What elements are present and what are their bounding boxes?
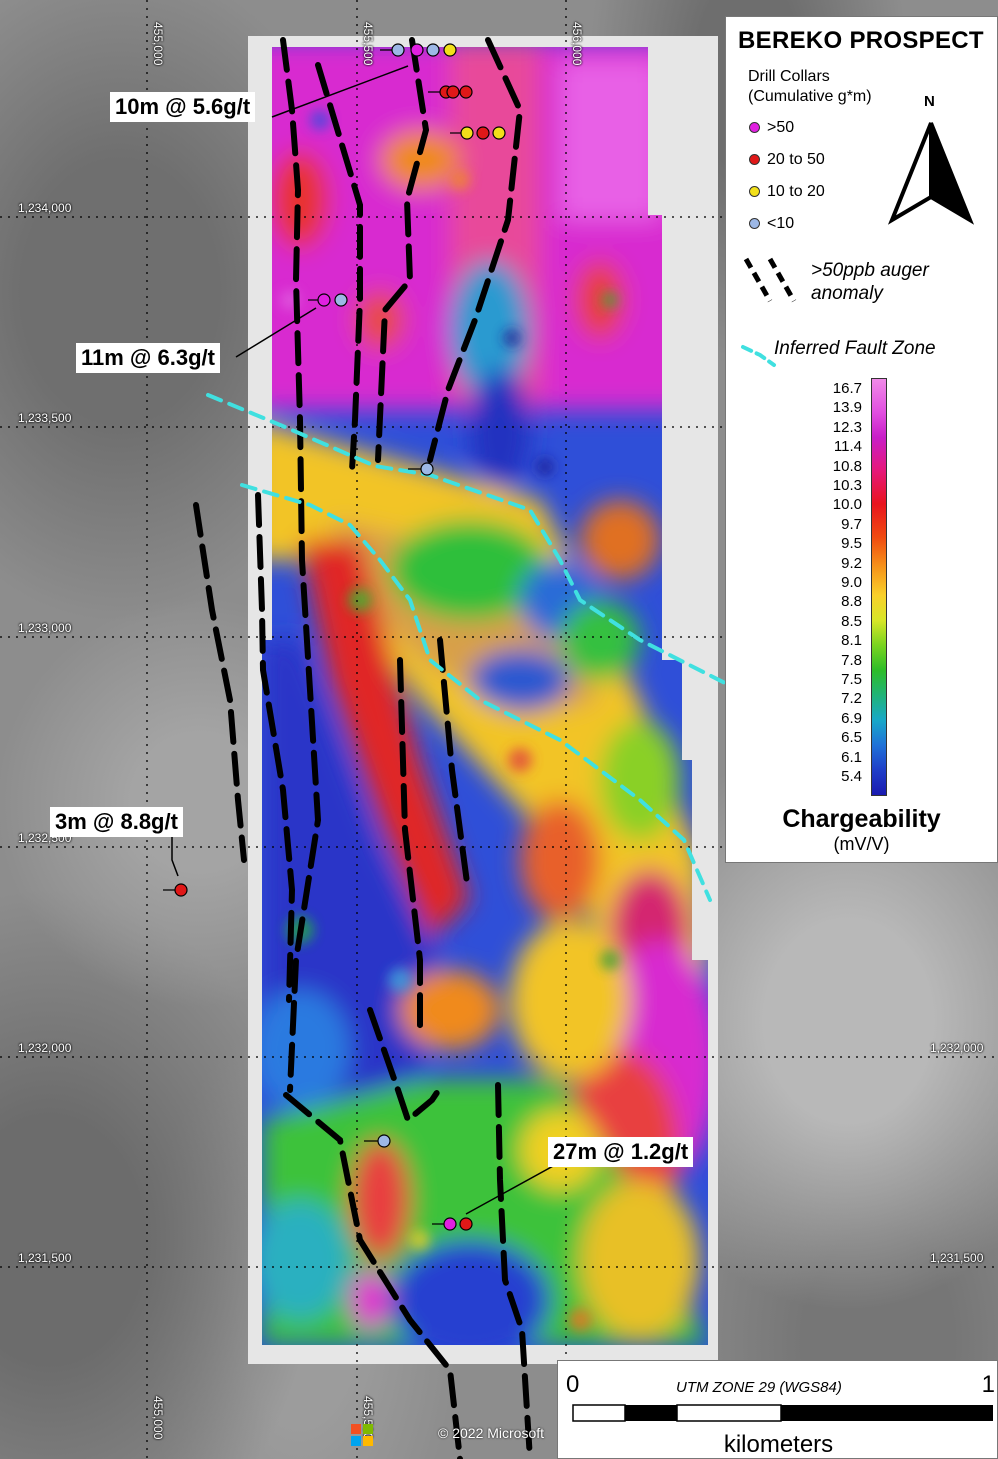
easting-label: 456,000	[570, 22, 584, 66]
collar-class-swatch	[749, 154, 760, 165]
northing-label: 1,233,000	[18, 621, 72, 635]
colorbar-tick-label: 9.7	[841, 515, 862, 533]
fault-zone-label: Inferred Fault Zone	[774, 338, 936, 359]
scale-end-label: 1	[981, 1371, 995, 1398]
scale-start-label: 0	[566, 1371, 580, 1398]
auger-anomaly-label: anomaly	[811, 283, 883, 304]
colorbar-tick-label: 16.7	[832, 380, 862, 397]
microsoft-logo-icon	[351, 1424, 373, 1446]
collars-subtitle: (Cumulative g*m)	[748, 88, 872, 105]
colorbar-tick-label: 6.9	[841, 709, 862, 727]
easting-label: 455,000	[151, 1396, 165, 1440]
northing-label: 1,231,500	[18, 1251, 72, 1265]
north-arrow-icon	[887, 122, 975, 225]
colorbar-tick-label: 9.0	[841, 574, 862, 591]
collars-title: Drill Collars	[748, 68, 830, 85]
drill-collars	[163, 43, 506, 1231]
collar-class-label: 20 to 50	[767, 151, 825, 168]
callout-leaders	[171, 65, 556, 1215]
collar-class-swatch	[749, 122, 760, 133]
fault-zone-swatch	[741, 345, 776, 367]
collar-class-swatch	[749, 186, 760, 197]
colorbar-tick-label: 10.8	[832, 457, 862, 475]
chargeability-unit: (mV/V)	[833, 834, 890, 854]
auger-anomaly-label: >50ppb auger	[811, 260, 929, 281]
colorbar-tick-label: 5.4	[841, 768, 862, 785]
chargeability-title: Chargeability	[782, 805, 941, 833]
northing-label: 1,231,500	[930, 1251, 984, 1265]
colorbar-tick-label: 12.3	[832, 418, 862, 436]
inferred-fault-zone	[206, 393, 727, 902]
colorbar-tick-label: 7.5	[841, 671, 862, 688]
intercept-callout: 10m @ 5.6g/t	[110, 92, 256, 122]
colorbar-tick-label: 6.5	[841, 729, 862, 747]
collar-class-label: <10	[767, 215, 795, 232]
colorbar-tick-label: 6.1	[841, 748, 862, 766]
colorbar-tick-label: 9.2	[841, 554, 862, 572]
auger-anomaly-lines	[193, 37, 533, 1459]
projection-label: UTM ZONE 29 (WGS84)	[676, 1379, 842, 1396]
northing-label: 1,232,000	[18, 1041, 72, 1055]
colorbar-tick-label: 9.5	[841, 535, 862, 553]
easting-label: 455,000	[151, 22, 165, 66]
colorbar-tick-label: 8.5	[841, 612, 862, 630]
legend: BEREKO PROSPECT Drill Collars (Cumulativ…	[725, 16, 998, 863]
north-label: N	[924, 93, 935, 110]
colorbar-tick-label: 8.1	[841, 632, 862, 650]
scale-bar-graphic	[572, 1404, 993, 1422]
colorbar-tick-label: 7.8	[841, 651, 862, 669]
colorbar-tick-label: 7.2	[841, 690, 862, 708]
scale-bar: 0 UTM ZONE 29 (WGS84) 1 kilometers	[557, 1360, 998, 1459]
auger-anomaly-swatch	[743, 257, 797, 303]
collar-class-label: 10 to 20	[767, 183, 825, 200]
colorbar-tick-label: 13.9	[832, 399, 862, 417]
collar-class-swatch	[749, 218, 760, 229]
chargeability-colorbar	[871, 378, 887, 796]
intercept-callout: 3m @ 8.8g/t	[50, 807, 183, 837]
scale-unit-label: kilometers	[723, 1431, 834, 1458]
collar-class-label: >50	[767, 119, 795, 136]
northing-label: 1,232,000	[930, 1041, 984, 1055]
northing-label: 1,234,000	[18, 201, 72, 215]
easting-label: 455,500	[361, 22, 375, 66]
intercept-callout: 27m @ 1.2g/t	[548, 1137, 694, 1167]
colorbar-tick-label: 10.3	[832, 477, 862, 494]
northing-label: 1,233,500	[18, 411, 72, 425]
copyright-text: © 2022 Microsoft	[438, 1425, 545, 1441]
legend-title: BEREKO PROSPECT	[738, 27, 984, 54]
intercept-callout: 11m @ 6.3g/t	[76, 343, 220, 373]
colorbar-tick-label: 10.0	[832, 496, 862, 514]
colorbar-tick-label: 11.4	[833, 438, 862, 456]
colorbar-tick-label: 8.8	[841, 593, 862, 611]
